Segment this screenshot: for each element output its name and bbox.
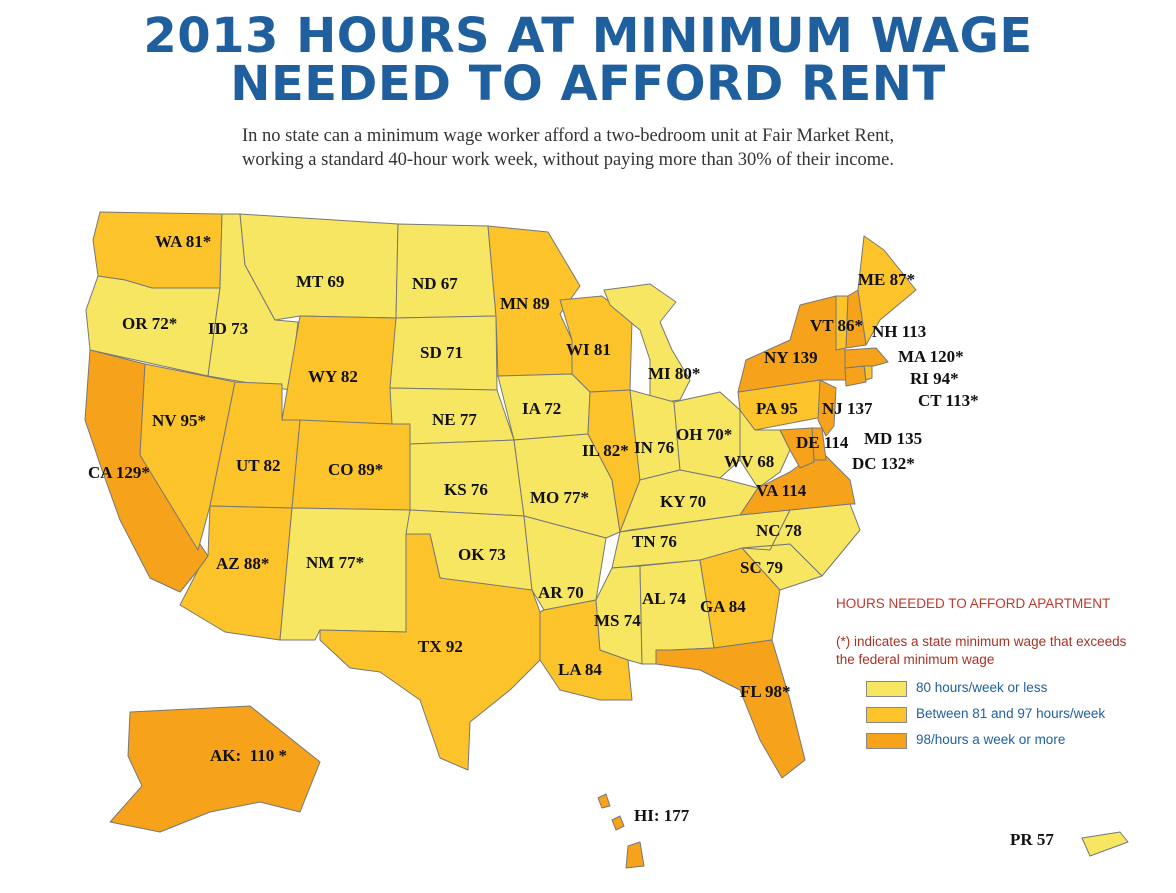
state-label-pa: PA 95 — [756, 399, 798, 418]
state-label-nh: NH 113 — [872, 322, 926, 341]
state-label-co: CO 89* — [328, 460, 383, 479]
state-nc — [741, 503, 861, 577]
state-label-nc: NC 78 — [756, 521, 802, 540]
state-label-wv: WV 68 — [724, 452, 774, 471]
state-mi — [603, 283, 691, 405]
state-label-mo: MO 77* — [530, 488, 589, 507]
legend-label-high: 98/hours a week or more — [916, 732, 1066, 747]
state-label-nv: NV 95* — [152, 411, 206, 430]
state-label-me: ME 87* — [858, 270, 915, 289]
legend-note-line-1: (*) indicates a state minimum wage that … — [836, 634, 1127, 649]
state-label-ma: MA 120* — [898, 347, 964, 366]
state-label-vt: VT 86* — [810, 316, 863, 335]
state-label-in: IN 76 — [634, 438, 674, 457]
state-label-la: LA 84 — [558, 660, 602, 679]
state-label-ri: RI 94* — [910, 369, 959, 388]
title-line-1: 2013 HOURS AT MINIMUM WAGE — [143, 8, 1033, 64]
state-label-md: MD 135 — [864, 429, 922, 448]
state-nv — [139, 363, 236, 551]
state-label-ky: KY 70 — [660, 492, 706, 511]
state-label-ms: MS 74 — [594, 611, 641, 630]
state-label-wy: WY 82 — [308, 367, 358, 386]
legend-label-mid: Between 81 and 97 hours/week — [916, 706, 1106, 721]
state-label-mt: MT 69 — [296, 272, 344, 291]
state-label-oh: OH 70* — [676, 425, 732, 444]
state-label-il: IL 82* — [582, 441, 629, 460]
state-nm — [279, 507, 411, 641]
title-line-2: NEEDED TO AFFORD RENT — [230, 56, 946, 112]
state-label-or: OR 72* — [122, 314, 177, 333]
legend-swatch-mid — [866, 707, 907, 723]
state-pr — [1081, 831, 1129, 857]
state-tx — [319, 533, 541, 771]
state-ks — [409, 439, 525, 517]
state-label-mi: MI 80* — [648, 364, 700, 383]
state-nj — [817, 379, 837, 437]
state-label-nj: NJ 137 — [822, 399, 873, 418]
state-label-sc: SC 79 — [740, 558, 783, 577]
state-label-id: ID 73 — [208, 319, 248, 338]
state-label-ga: GA 84 — [700, 597, 746, 616]
state-ma — [844, 347, 889, 369]
state-ny — [737, 295, 853, 393]
state-ga — [699, 547, 781, 649]
legend-note-line-2: the federal minimum wage — [836, 652, 995, 667]
state-label-ny: NY 139 — [764, 348, 818, 367]
state-me — [857, 235, 917, 346]
state-label-sd: SD 71 — [420, 343, 463, 362]
state-label-fl: FL 98* — [740, 682, 791, 701]
subtitle-line-2: working a standard 40-hour work week, wi… — [242, 150, 894, 170]
state-label-tn: TN 76 — [632, 532, 677, 551]
state-label-az: AZ 88* — [216, 554, 269, 573]
state-label-ct: CT 113* — [918, 391, 979, 410]
legend-title: HOURS NEEDED TO AFFORD APARTMENT — [836, 596, 1111, 611]
state-label-tx: TX 92 — [418, 637, 463, 656]
state-nd — [395, 223, 497, 319]
state-label-ca: CA 129* — [88, 463, 150, 482]
state-shapes — [84, 211, 1129, 869]
state-label-ut: UT 82 — [236, 456, 281, 475]
state-label-dc: DC 132* — [852, 454, 915, 473]
state-label-ok: OK 73 — [458, 545, 506, 564]
subtitle-line-1: In no state can a minimum wage worker af… — [242, 126, 895, 146]
state-label-pr: PR 57 — [1010, 830, 1054, 849]
state-hi — [597, 793, 645, 869]
state-fl — [655, 639, 806, 779]
state-label-ks: KS 76 — [444, 480, 488, 499]
state-ak — [109, 705, 321, 833]
state-labels: WA 81* OR 72* CA 129* NV 95* ID 73 MT 69 WY 82… — [88, 232, 1054, 849]
state-label-wa: WA 81* — [155, 232, 211, 251]
state-label-nd: ND 67 — [412, 274, 458, 293]
state-ct — [844, 365, 867, 387]
state-label-ak: AK: 110 * — [210, 746, 287, 765]
state-label-al: AL 74 — [642, 589, 686, 608]
state-label-va: VA 114 — [756, 481, 807, 500]
legend-swatch-high — [866, 733, 907, 749]
state-label-mn: MN 89 — [500, 294, 550, 313]
legend-label-low: 80 hours/week or less — [916, 680, 1048, 695]
legend-swatch-low — [866, 681, 907, 697]
state-wv — [739, 409, 791, 489]
state-label-hi: HI: 177 — [634, 806, 690, 825]
state-label-wi: WI 81 — [566, 340, 611, 359]
state-label-de: DE 114 — [796, 433, 849, 452]
state-md — [779, 427, 815, 469]
state-label-ne: NE 77 — [432, 410, 477, 429]
state-label-ia: IA 72 — [522, 399, 561, 418]
state-label-ar: AR 70 — [538, 583, 584, 602]
state-label-nm: NM 77* — [306, 553, 364, 572]
